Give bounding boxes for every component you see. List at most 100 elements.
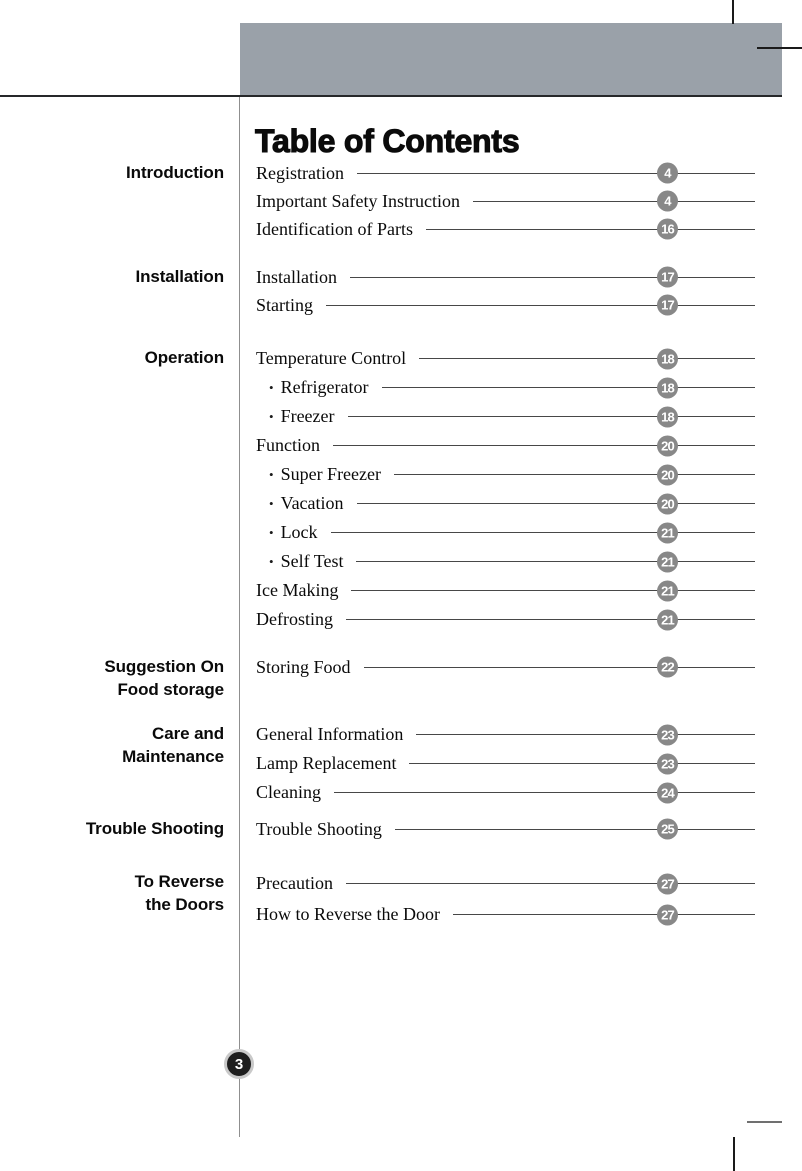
entry-label: Important Safety Instruction — [256, 190, 460, 211]
leader-line — [416, 734, 755, 735]
section-entries: Registration 4 Important Safety Instruct… — [256, 159, 755, 243]
leader-line — [409, 763, 755, 764]
page-number-badge: 21 — [657, 551, 678, 572]
section-entries: Storing Food 22 — [256, 653, 755, 681]
section-label: Trouble Shooting — [85, 819, 224, 838]
entry-label: General Information — [256, 724, 404, 744]
crop-mark-right-horizontal — [757, 47, 802, 49]
page-number-badge: 24 — [657, 782, 678, 803]
page-number-badge: 18 — [657, 377, 678, 398]
leader-line — [357, 172, 755, 174]
entry-label: Lamp Replacement — [256, 753, 397, 773]
leader-line — [363, 666, 755, 668]
section-label: Suggestion On Food storage — [104, 657, 224, 699]
column-divider — [239, 97, 240, 1137]
page-number-badge: 4 — [657, 162, 678, 184]
page-number-badge: 25 — [657, 818, 678, 840]
entry-label: Defrosting — [256, 609, 333, 629]
header-rule — [0, 95, 782, 97]
section-entries: General Information 23 Lamp Replacement … — [256, 720, 755, 807]
header-bar — [240, 23, 782, 97]
entry-label: Lock — [280, 522, 318, 542]
toc-section: Introduction Registration 4 Important Sa… — [0, 159, 756, 243]
leader-line — [356, 503, 755, 504]
page-number-badge: 23 — [657, 753, 678, 774]
toc-entry-row: General Information 23 — [256, 720, 755, 749]
entry-label: Ice Making — [256, 580, 339, 600]
toc-section: To Reverse the Doors Precaution 27 How t… — [0, 868, 756, 930]
entry-label: Refrigerator — [280, 377, 369, 397]
toc-entry-row: Defrosting 21 — [256, 605, 755, 634]
section-label: Operation — [144, 348, 224, 367]
leader-line — [349, 276, 755, 278]
leader-line — [381, 387, 755, 388]
page-number-badge: 17 — [657, 266, 678, 288]
bullet-icon: • — [269, 525, 274, 540]
toc-entry-row: How to Reverse the Door 27 — [256, 899, 755, 930]
bullet-icon: • — [269, 409, 274, 424]
toc-entry-row: Important Safety Instruction 4 — [256, 187, 755, 215]
page-number-badge: 23 — [657, 724, 678, 745]
leader-line — [333, 445, 755, 446]
leader-line — [394, 828, 755, 830]
toc-entry-row: • Vacation 20 — [256, 489, 755, 518]
toc-entry-row: Identification of Parts 16 — [256, 215, 755, 243]
toc-entry-row: Lamp Replacement 23 — [256, 749, 755, 778]
page-title: Table of Contents — [254, 123, 520, 160]
toc-entry-row: • Refrigerator 18 — [256, 373, 755, 402]
leader-line — [472, 200, 755, 202]
toc-section: Care and Maintenance General Information… — [0, 720, 756, 807]
page-number-badge: 27 — [657, 904, 678, 925]
page-number-badge: 21 — [657, 522, 678, 543]
toc-section: Suggestion On Food storage Storing Food … — [0, 653, 756, 701]
section-label: Installation — [135, 267, 224, 286]
leader-line — [334, 792, 755, 793]
section-label: Care and Maintenance — [122, 724, 224, 766]
section-entries: Trouble Shooting 25 — [256, 815, 755, 843]
leader-line — [345, 619, 755, 620]
leader-line — [345, 883, 755, 884]
entry-label: Cleaning — [256, 782, 321, 802]
entry-label: Identification of Parts — [256, 218, 413, 239]
section-label: Introduction — [126, 163, 224, 182]
section-label: To Reverse the Doors — [134, 872, 225, 914]
entry-label: Temperature Control — [256, 348, 407, 368]
leader-line — [326, 304, 755, 306]
crop-mark-bottom-right-vertical — [733, 1137, 735, 1171]
page-number-badge: 18 — [657, 348, 678, 369]
leader-line — [330, 532, 755, 533]
toc-entry-row: Storing Food 22 — [256, 653, 755, 681]
entry-label: Self Test — [280, 551, 344, 571]
toc-entry-row: Precaution 27 — [256, 868, 755, 899]
leader-line — [356, 561, 755, 562]
crop-mark-bottom-right-horizontal — [747, 1121, 782, 1123]
toc-entry-row: Installation 17 — [256, 263, 755, 291]
bullet-icon: • — [269, 554, 274, 569]
leader-line — [419, 358, 755, 359]
entry-label: Trouble Shooting — [256, 818, 382, 839]
section-entries: Installation 17 Starting 17 — [256, 263, 755, 319]
leader-line — [394, 474, 755, 475]
page-number-badge: 20 — [657, 435, 678, 456]
page-number-badge: 21 — [657, 609, 678, 630]
entry-label: Storing Food — [256, 656, 351, 677]
entry-label: How to Reverse the Door — [256, 904, 440, 924]
toc-entry-row: Registration 4 — [256, 159, 755, 187]
page-number-badge: 27 — [657, 873, 678, 894]
footer-page-number: 3 — [224, 1049, 254, 1079]
entry-label: Freezer — [280, 406, 335, 426]
toc-section: Trouble Shooting Trouble Shooting 25 — [0, 815, 756, 843]
entry-label: Registration — [256, 162, 344, 183]
toc-entry-row: Ice Making 21 — [256, 576, 755, 605]
section-entries: Temperature Control 18 • Refrigerator 18… — [256, 344, 755, 634]
entry-label: Starting — [256, 294, 313, 315]
toc-entry-row: Starting 17 — [256, 291, 755, 319]
bullet-icon: • — [269, 380, 274, 395]
leader-line — [347, 416, 755, 417]
leader-line — [452, 914, 755, 915]
toc-entry-row: • Super Freezer 20 — [256, 460, 755, 489]
entry-label: Installation — [256, 266, 337, 287]
entry-label: Vacation — [280, 493, 344, 513]
section-entries: Precaution 27 How to Reverse the Door 27 — [256, 868, 755, 930]
